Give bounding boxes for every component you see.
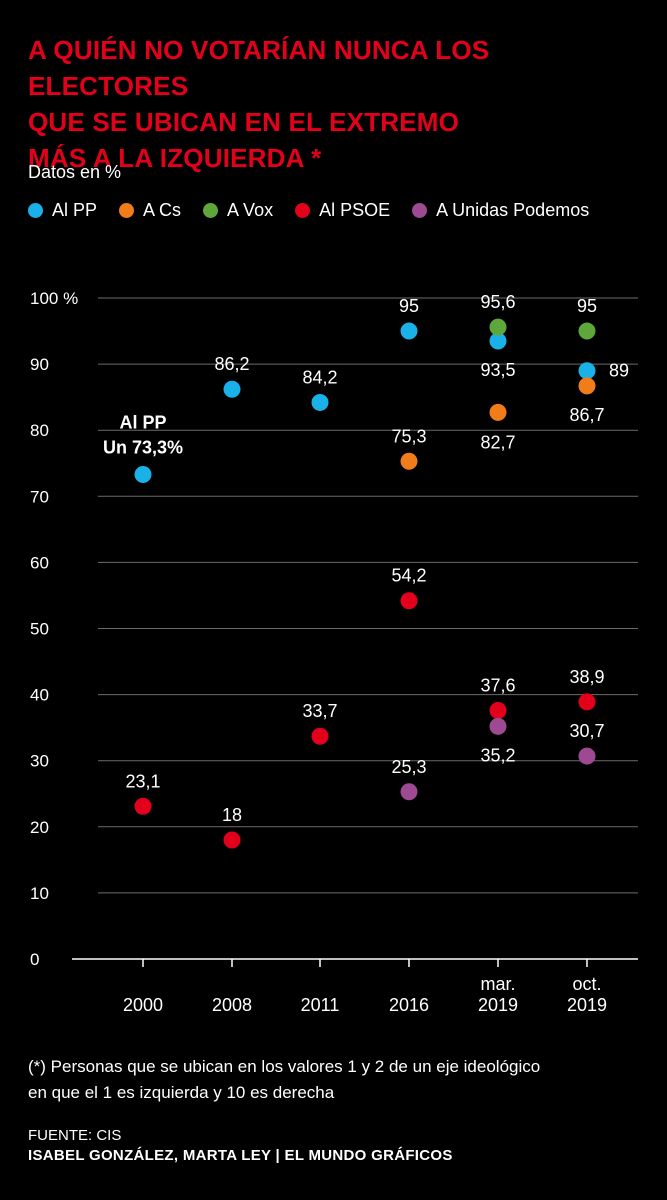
legend-label-cs: A Cs <box>143 200 182 220</box>
legend-item-pp: Al PP <box>28 200 97 221</box>
data-label-vox-4: 95,6 <box>480 292 515 312</box>
data-label-psoe-1: 18 <box>222 805 242 825</box>
data-label-pp-1: 86,2 <box>214 354 249 374</box>
legend-item-cs: A Cs <box>119 200 181 221</box>
x-tick-label-2: 2011 <box>301 995 340 1015</box>
y-tick-label-40: 40 <box>30 686 49 705</box>
annotation-line-2: Un 73,3% <box>103 437 183 457</box>
data-label-vox-5: 95 <box>577 296 597 316</box>
data-label-cs-5: 86,7 <box>569 405 604 425</box>
point-pp-3 <box>400 322 418 340</box>
data-label-cs-4: 82,7 <box>480 432 515 452</box>
title-asterisk: * <box>311 143 322 173</box>
point-psoe-0 <box>134 797 152 815</box>
legend-dot-pp <box>28 203 43 218</box>
footnote-line-2: en que el 1 es izquierda y 10 es derecha <box>28 1083 335 1102</box>
title-line-2: QUE SE UBICAN EN EL EXTREMO <box>28 107 460 137</box>
data-label-pp-4: 93,5 <box>480 360 515 380</box>
point-pp-1 <box>223 380 241 398</box>
legend-item-vox: A Vox <box>203 200 273 221</box>
y-tick-label-60: 60 <box>30 553 49 572</box>
point-cs-5 <box>578 377 596 395</box>
scatter-chart: 0 10 20 30 40 50 60 70 80 90 100 % 2000 2008 2011 2016… <box>30 289 638 1015</box>
point-cs-4 <box>489 403 507 421</box>
point-psoe-1 <box>223 831 241 849</box>
data-label-podemos-5: 30,7 <box>569 721 604 741</box>
data-label-psoe-3: 54,2 <box>391 566 426 586</box>
x-tick-label-3: 2016 <box>389 995 429 1015</box>
chart-title: A QUIÉN NO VOTARÍAN NUNCA LOS ELECTORES … <box>28 32 648 176</box>
data-label-psoe-4: 37,6 <box>480 675 515 695</box>
data-label-pp-2: 84,2 <box>302 367 337 387</box>
chart-subtitle: Datos en % <box>28 162 122 182</box>
y-tick-label-70: 70 <box>30 487 49 506</box>
point-psoe-5 <box>578 693 596 711</box>
y-tick-label-80: 80 <box>30 421 49 440</box>
point-pp-2 <box>311 393 329 411</box>
point-vox-4 <box>489 318 507 336</box>
point-psoe-3 <box>400 592 418 610</box>
title-line-3-text: MÁS A LA IZQUIERDA <box>28 143 304 173</box>
point-pp-5 <box>578 362 596 380</box>
point-vox-5 <box>578 322 596 340</box>
y-tick-label-30: 30 <box>30 752 49 771</box>
y-tick-label-10: 10 <box>30 884 49 903</box>
legend-label-podemos: A Unidas Podemos <box>436 200 590 220</box>
x-tick-label-4-line-2: 2019 <box>478 995 518 1015</box>
y-tick-label-20: 20 <box>30 818 49 837</box>
x-tick-label-5-line-1: oct. <box>572 974 601 994</box>
legend-dot-vox <box>203 203 219 218</box>
point-cs-3 <box>400 452 418 470</box>
legend-label-pp: Al PP <box>52 200 98 220</box>
data-label-cs-3: 75,3 <box>391 426 426 446</box>
point-podemos-3 <box>400 783 418 801</box>
source-text: FUENTE: CIS <box>28 1127 122 1144</box>
footnote-line-1: (*) Personas que se ubican en los valore… <box>28 1057 541 1076</box>
point-pp-0 <box>134 465 152 483</box>
chart-legend: Al PP A Cs A Vox Al PSOE A Unidas Podemo… <box>28 200 589 221</box>
data-label-psoe-2: 33,7 <box>302 701 337 721</box>
y-tick-label-50: 50 <box>30 620 49 639</box>
data-label-pp-5: 89 <box>609 361 629 381</box>
legend-item-psoe: Al PSOE <box>295 200 390 221</box>
legend-item-podemos: A Unidas Podemos <box>412 200 589 221</box>
legend-dot-psoe <box>295 203 311 218</box>
data-label-psoe-5: 38,9 <box>569 667 604 687</box>
title-line-1: A QUIÉN NO VOTARÍAN NUNCA LOS ELECTORES <box>28 35 490 101</box>
point-pp-4 <box>489 332 507 350</box>
legend-dot-cs <box>119 203 135 218</box>
y-tick-label-90: 90 <box>30 355 49 374</box>
title-line-3: MÁS A LA IZQUIERDA * <box>28 140 648 176</box>
footnote: (*) Personas que se ubican en los valore… <box>28 1054 638 1106</box>
annotation-line-1: Al PP <box>119 412 166 432</box>
legend-dot-podemos <box>412 203 428 218</box>
credits-text: ISABEL GONZÁLEZ, MARTA LEY | EL MUNDO GR… <box>28 1147 453 1164</box>
data-label-psoe-0: 23,1 <box>125 771 160 791</box>
y-tick-label-0: 0 <box>30 950 39 969</box>
data-label-podemos-3: 25,3 <box>391 757 426 777</box>
point-podemos-5 <box>578 747 596 765</box>
x-tick-label-1: 2008 <box>212 995 252 1015</box>
point-psoe-4 <box>489 701 507 719</box>
point-psoe-2 <box>311 727 329 745</box>
data-label-pp-3: 95 <box>399 296 419 316</box>
y-tick-label-100: 100 % <box>30 289 78 308</box>
x-tick-label-0: 2000 <box>123 995 163 1015</box>
point-podemos-4 <box>489 717 507 735</box>
x-tick-label-4-line-1: mar. <box>480 974 515 994</box>
legend-label-psoe: Al PSOE <box>319 200 391 220</box>
legend-label-vox: A Vox <box>227 200 274 220</box>
x-tick-label-5-line-2: 2019 <box>567 995 607 1015</box>
data-label-podemos-4: 35,2 <box>480 745 515 765</box>
